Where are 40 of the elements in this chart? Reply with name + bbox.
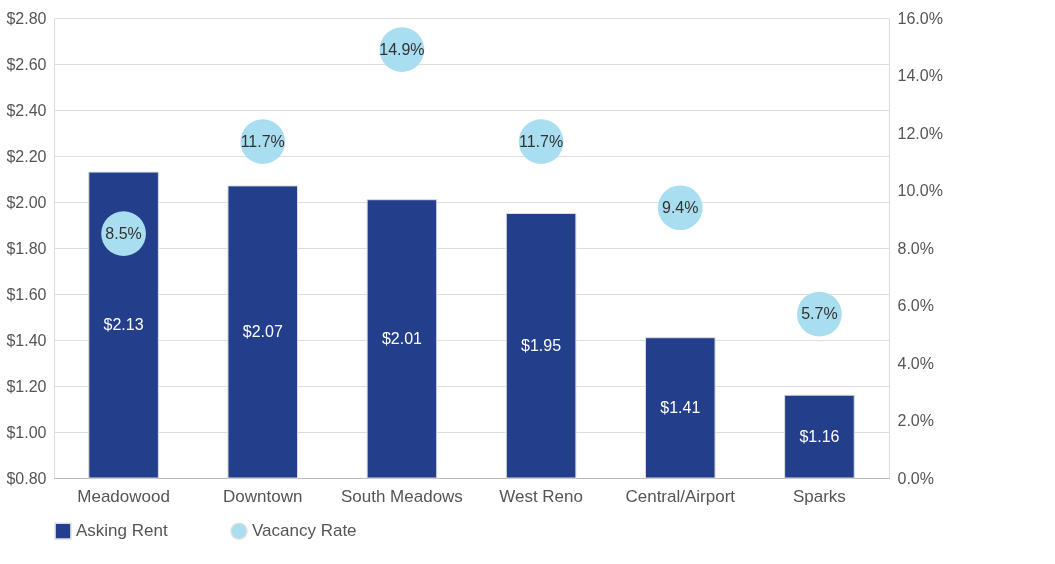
data-label: $2.13 <box>103 316 144 334</box>
y-tick-label: $1.40 <box>6 331 47 349</box>
legend-label: Vacancy Rate <box>252 521 357 541</box>
y2-tick-label: 6.0% <box>897 297 934 314</box>
y2-tick-label: 2.0% <box>897 412 934 429</box>
y2-tick-label: 10.0% <box>897 182 943 199</box>
data-label: 5.7% <box>801 305 838 323</box>
data-label: 14.9% <box>379 40 425 58</box>
y2-tick-label: 12.0% <box>897 124 943 142</box>
x-tick-label: Sparks <box>792 486 846 506</box>
data-label: 8.5% <box>105 224 142 242</box>
y-tick-label: $1.00 <box>6 423 47 441</box>
y2-tick-label: 4.0% <box>897 354 934 372</box>
x-tick-label: West Reno <box>499 486 583 506</box>
y-tick-label: $0.80 <box>6 469 47 487</box>
y-tick-label: $2.80 <box>6 9 47 27</box>
y-tick-label: $2.20 <box>6 147 47 165</box>
y2-tick-label: 8.0% <box>897 239 934 257</box>
y2-tick-label: 0.0% <box>897 469 934 487</box>
x-tick-label: Meadowood <box>77 486 170 506</box>
y-tick-label: $1.80 <box>6 239 47 257</box>
data-label: 11.7% <box>240 132 285 150</box>
y-tick-label: $1.20 <box>6 377 47 395</box>
data-label: $1.41 <box>660 398 701 416</box>
data-label: $1.16 <box>799 427 840 445</box>
y-tick-label: $1.60 <box>6 285 47 303</box>
x-tick-label: Downtown <box>223 486 303 506</box>
data-label: $2.01 <box>381 329 423 347</box>
data-label: 11.7% <box>518 132 564 150</box>
y-tick-label: $2.60 <box>6 55 47 73</box>
legend-label: Asking Rent <box>76 521 168 541</box>
data-label: 9.4% <box>662 198 699 216</box>
y-tick-label: $2.40 <box>6 101 47 119</box>
y2-tick-label: 14.0% <box>897 67 943 84</box>
y-tick-label: $2.00 <box>6 193 47 211</box>
data-label: $2.07 <box>242 322 283 340</box>
y2-tick-label: 16.0% <box>897 9 943 27</box>
data-label: $1.95 <box>521 336 562 354</box>
x-tick-label: South Meadows <box>340 486 463 506</box>
x-tick-label: Central/Airport <box>625 486 736 506</box>
